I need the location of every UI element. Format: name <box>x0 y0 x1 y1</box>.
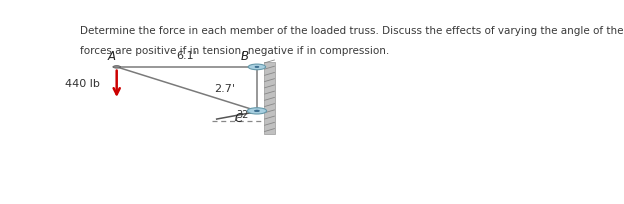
Circle shape <box>113 66 120 68</box>
Circle shape <box>255 110 260 112</box>
Text: 32°: 32° <box>236 110 253 120</box>
Text: B: B <box>241 50 249 63</box>
Text: Determine the force in each member of the loaded truss. Discuss the effects of v: Determine the force in each member of th… <box>80 26 624 36</box>
Text: forces are positive if in tension, negative if in compression.: forces are positive if in tension, negat… <box>80 46 389 56</box>
Polygon shape <box>264 62 275 134</box>
Circle shape <box>255 66 259 68</box>
Circle shape <box>247 108 266 114</box>
Circle shape <box>248 64 266 70</box>
Text: 2.7': 2.7' <box>214 84 235 94</box>
Text: 6.1': 6.1' <box>177 51 197 61</box>
Text: A: A <box>108 50 116 63</box>
Text: 440 lb: 440 lb <box>65 79 100 89</box>
Text: C: C <box>234 112 242 125</box>
